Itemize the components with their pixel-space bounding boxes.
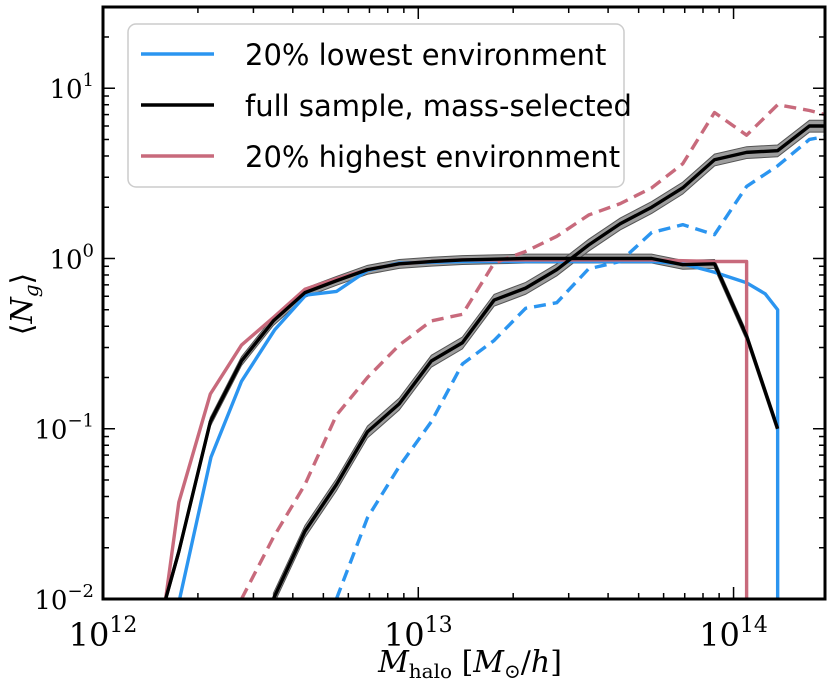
series-line-highest-satellite — [239, 103, 825, 599]
x-tick-label: 1013 — [384, 613, 453, 654]
series-band-satellite — [272, 119, 825, 599]
y-axis-label: ⟨Ng⟩ — [5, 273, 43, 336]
y-tick-label: 10−2 — [34, 581, 94, 616]
legend: 20% lowest environment full sample, mass-… — [127, 23, 632, 188]
series-line-full-central — [163, 256, 780, 599]
legend-label: full sample, mass-selected — [245, 89, 632, 123]
y-tick-label: 101 — [49, 70, 94, 105]
legend-label: 20% lowest environment — [245, 38, 606, 72]
x-tick-label: 1014 — [699, 613, 768, 654]
axis-ticks — [102, 6, 825, 600]
series-band-central — [165, 253, 779, 599]
legend-label: 20% highest environment — [245, 140, 620, 174]
y-tick-label: 100 — [49, 240, 94, 275]
series-line-full-satellite — [271, 124, 825, 599]
x-axis-label: Mhalo [M⊙/h] — [377, 645, 562, 683]
series-line-highest-central — [163, 258, 749, 599]
series-lines — [163, 103, 825, 599]
plot-frame — [101, 5, 827, 601]
series-line-lowest-satellite — [334, 134, 825, 599]
legend-box — [127, 23, 625, 188]
x-tick-label: 1012 — [69, 613, 138, 654]
y-tick-label: 10−1 — [34, 411, 94, 446]
axis-tick-labels: 1012 1013 1014 10−2 10−1 100 101 — [34, 70, 768, 654]
uncertainty-bands — [165, 119, 825, 599]
